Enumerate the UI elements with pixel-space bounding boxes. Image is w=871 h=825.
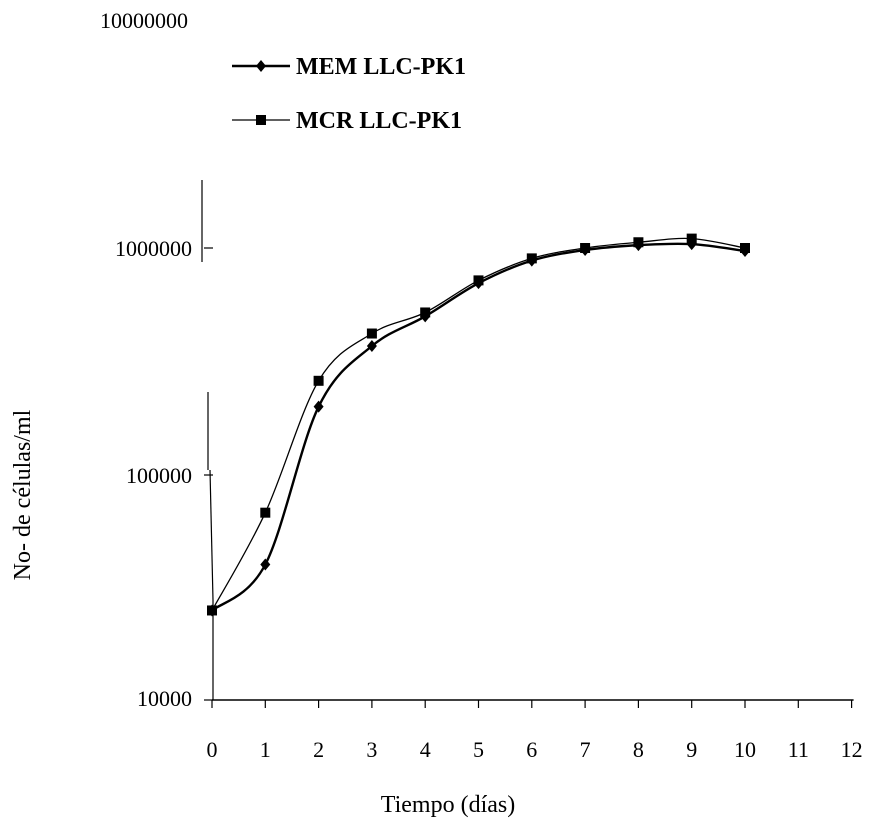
x-tick-label: 12 <box>841 737 863 762</box>
series <box>207 233 750 617</box>
x-tick-label: 10 <box>734 737 756 762</box>
y-axis-label: No- de células/ml <box>10 409 36 580</box>
data-point-mcr-llc-pk1 <box>686 233 697 244</box>
data-point-mcr-llc-pk1 <box>366 328 377 339</box>
data-point-mem-llc-pk1 <box>260 558 271 571</box>
legend-label: MEM LLC-PK1 <box>296 54 466 80</box>
legend-marker-square <box>256 115 266 125</box>
x-tick-label: 6 <box>526 737 537 762</box>
x-tick-label: 4 <box>420 737 431 762</box>
data-point-mcr-llc-pk1 <box>260 507 271 518</box>
data-point-mem-llc-pk1 <box>366 340 377 353</box>
x-axis-label: Tiempo (días) <box>381 792 515 818</box>
x-tick-label: 8 <box>633 737 644 762</box>
y-tick-label: 10000 <box>137 686 192 711</box>
data-point-mem-llc-pk1 <box>313 400 324 413</box>
data-point-mcr-llc-pk1 <box>633 237 644 248</box>
data-point-mcr-llc-pk1 <box>313 375 324 386</box>
x-tick-label: 1 <box>260 737 271 762</box>
series-line-mcr-llc-pk1 <box>211 237 746 611</box>
series-line-mem-llc-pk1 <box>211 242 746 612</box>
data-point-mcr-llc-pk1 <box>740 243 750 253</box>
x-tick-label: 9 <box>686 737 697 762</box>
y-tick-label: 100000 <box>126 463 192 488</box>
y-tick-label: 10000000 <box>100 8 188 33</box>
legend-label: MCR LLC-PK1 <box>296 108 462 134</box>
data-point-mcr-llc-pk1 <box>473 275 484 286</box>
x-tick-label: 11 <box>788 737 809 762</box>
x-tick-label: 0 <box>207 737 218 762</box>
x-tick-label: 7 <box>580 737 591 762</box>
ticks: 0 1 2 3 4 5 6 7 8 9 10 11 12100001000001000000100000… <box>100 8 863 762</box>
y-tick-label: 1000000 <box>115 236 192 261</box>
data-point-mcr-llc-pk1 <box>580 243 591 253</box>
x-tick-label: 2 <box>313 737 324 762</box>
data-point-mcr-llc-pk1 <box>420 307 431 318</box>
data-point-mcr-llc-pk1 <box>207 605 217 616</box>
legend-marker-diamond <box>256 60 266 72</box>
y-axis-line-lower <box>209 469 214 601</box>
x-tick-label: 5 <box>473 737 484 762</box>
x-tick-label: 3 <box>366 737 377 762</box>
data-point-mcr-llc-pk1 <box>526 253 537 264</box>
legend: MEM LLC-PK1 MCR LLC-PK1 <box>232 54 466 134</box>
